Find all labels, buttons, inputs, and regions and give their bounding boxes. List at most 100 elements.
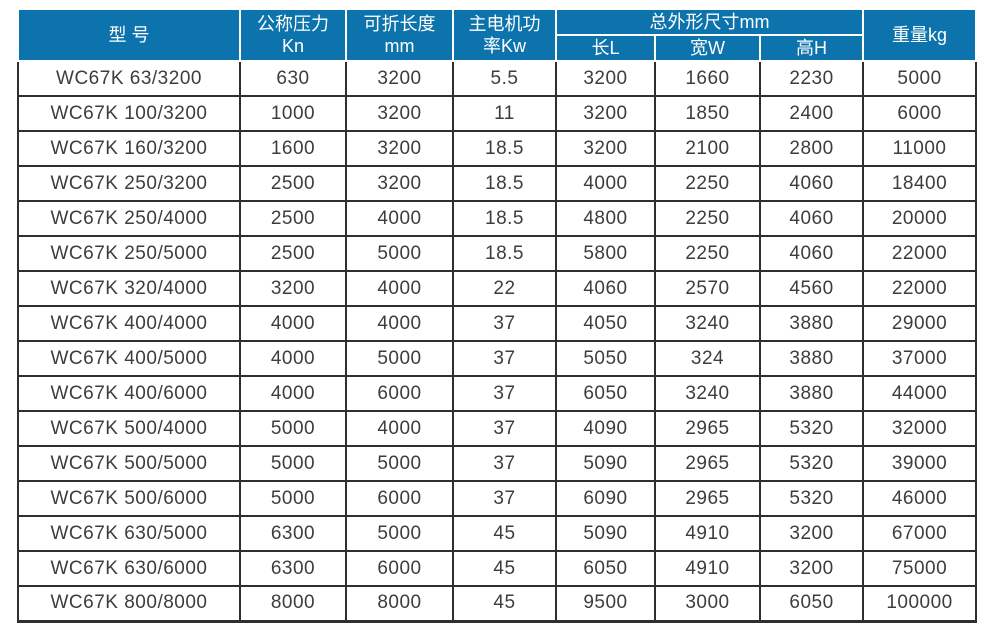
cell-pressure: 6300 xyxy=(239,550,347,587)
cell-weight: 100000 xyxy=(862,585,978,623)
cell-dim-width: 1850 xyxy=(654,95,761,132)
table-row: WC67K 500/5000 5000 5000 37 5090 2965 53… xyxy=(17,445,978,482)
cell-motor-power: 37 xyxy=(452,410,557,447)
cell-dim-length: 4050 xyxy=(555,305,656,342)
table-body: WC67K 63/3200 630 3200 5.5 3200 1660 223… xyxy=(17,60,978,623)
cell-motor-power: 11 xyxy=(452,95,557,132)
cell-motor-power: 18.5 xyxy=(452,130,557,167)
table-row: WC67K 160/3200 1600 3200 18.5 3200 2100 … xyxy=(17,130,978,167)
cell-fold-length: 5000 xyxy=(345,235,454,272)
table-row: WC67K 630/6000 6300 6000 45 6050 4910 32… xyxy=(17,550,978,587)
cell-dim-height: 4060 xyxy=(758,165,865,202)
cell-pressure: 630 xyxy=(239,60,347,97)
cell-weight: 18400 xyxy=(862,165,978,202)
cell-model: WC67K 320/4000 xyxy=(17,270,241,307)
header-weight: 重量kg xyxy=(862,8,978,62)
header-model: 型 号 xyxy=(17,8,241,62)
cell-model: WC67K 400/5000 xyxy=(17,340,241,377)
cell-dim-length: 6090 xyxy=(555,480,656,517)
header-model-label: 型 号 xyxy=(108,24,150,45)
table-row: WC67K 320/4000 3200 4000 22 4060 2570 45… xyxy=(17,270,978,307)
cell-dim-width: 2965 xyxy=(654,445,761,482)
cell-motor-power: 45 xyxy=(452,515,557,552)
cell-dim-length: 5090 xyxy=(555,445,656,482)
cell-dim-width: 2250 xyxy=(654,165,761,202)
table-row: WC67K 63/3200 630 3200 5.5 3200 1660 223… xyxy=(17,60,978,97)
cell-weight: 20000 xyxy=(862,200,978,237)
cell-dim-height: 3880 xyxy=(758,375,865,412)
cell-pressure: 4000 xyxy=(239,305,347,342)
cell-motor-power: 37 xyxy=(452,340,557,377)
cell-fold-length: 3200 xyxy=(345,60,454,97)
cell-model: WC67K 250/5000 xyxy=(17,235,241,272)
cell-weight: 11000 xyxy=(862,130,978,167)
cell-model: WC67K 100/3200 xyxy=(17,95,241,132)
cell-dim-width: 2965 xyxy=(654,410,761,447)
cell-pressure: 4000 xyxy=(239,375,347,412)
cell-motor-power: 18.5 xyxy=(452,165,557,202)
cell-model: WC67K 630/6000 xyxy=(17,550,241,587)
cell-motor-power: 18.5 xyxy=(452,200,557,237)
cell-fold-length: 4000 xyxy=(345,200,454,237)
cell-motor-power: 18.5 xyxy=(452,235,557,272)
cell-pressure: 1000 xyxy=(239,95,347,132)
cell-pressure: 4000 xyxy=(239,340,347,377)
cell-model: WC67K 160/3200 xyxy=(17,130,241,167)
cell-pressure: 6300 xyxy=(239,515,347,552)
cell-dim-length: 5050 xyxy=(555,340,656,377)
cell-weight: 75000 xyxy=(862,550,978,587)
cell-weight: 44000 xyxy=(862,375,978,412)
cell-pressure: 2500 xyxy=(239,165,347,202)
spec-table: 型 号 公称压力 Kn 可折长度 mm 主电机功 率Kw 总外形尺寸mm xyxy=(17,8,978,623)
cell-dim-height: 4560 xyxy=(758,270,865,307)
cell-model: WC67K 500/4000 xyxy=(17,410,241,447)
cell-dim-length: 5800 xyxy=(555,235,656,272)
header-dim-length: 长L xyxy=(555,34,656,62)
header-dim-width: 宽W xyxy=(654,34,761,62)
cell-fold-length: 6000 xyxy=(345,550,454,587)
cell-motor-power: 37 xyxy=(452,445,557,482)
cell-dim-height: 4060 xyxy=(758,235,865,272)
header-fold-length: 可折长度 mm xyxy=(345,8,454,62)
cell-fold-length: 8000 xyxy=(345,585,454,623)
cell-dim-length: 9500 xyxy=(555,585,656,623)
cell-dim-height: 3200 xyxy=(758,515,865,552)
cell-pressure: 2500 xyxy=(239,200,347,237)
cell-pressure: 8000 xyxy=(239,585,347,623)
cell-dim-length: 5090 xyxy=(555,515,656,552)
cell-dim-height: 5320 xyxy=(758,445,865,482)
cell-dim-length: 4090 xyxy=(555,410,656,447)
cell-motor-power: 45 xyxy=(452,550,557,587)
cell-fold-length: 5000 xyxy=(345,445,454,482)
cell-dim-length: 6050 xyxy=(555,375,656,412)
table-row: WC67K 630/5000 6300 5000 45 5090 4910 32… xyxy=(17,515,978,552)
header-motor-power: 主电机功 率Kw xyxy=(452,8,557,62)
cell-motor-power: 45 xyxy=(452,585,557,623)
cell-dim-width: 3000 xyxy=(654,585,761,623)
cell-model: WC67K 400/6000 xyxy=(17,375,241,412)
table-header: 型 号 公称压力 Kn 可折长度 mm 主电机功 率Kw 总外形尺寸mm xyxy=(17,8,978,62)
cell-pressure: 2500 xyxy=(239,235,347,272)
cell-dim-length: 4800 xyxy=(555,200,656,237)
cell-dim-height: 2230 xyxy=(758,60,865,97)
cell-dim-length: 6050 xyxy=(555,550,656,587)
cell-dim-height: 2800 xyxy=(758,130,865,167)
cell-dim-width: 324 xyxy=(654,340,761,377)
cell-fold-length: 6000 xyxy=(345,480,454,517)
table-row: WC67K 400/6000 4000 6000 37 6050 3240 38… xyxy=(17,375,978,412)
cell-dim-width: 3240 xyxy=(654,375,761,412)
cell-model: WC67K 400/4000 xyxy=(17,305,241,342)
header-dim-height: 高H xyxy=(758,34,865,62)
cell-weight: 29000 xyxy=(862,305,978,342)
cell-fold-length: 3200 xyxy=(345,130,454,167)
cell-dim-height: 5320 xyxy=(758,410,865,447)
cell-dim-width: 1660 xyxy=(654,60,761,97)
cell-pressure: 1600 xyxy=(239,130,347,167)
table-row: WC67K 800/8000 8000 8000 45 9500 3000 60… xyxy=(17,585,978,623)
cell-pressure: 5000 xyxy=(239,445,347,482)
cell-dim-length: 3200 xyxy=(555,95,656,132)
cell-dim-height: 3880 xyxy=(758,305,865,342)
cell-model: WC67K 63/3200 xyxy=(17,60,241,97)
table-row: WC67K 400/5000 4000 5000 37 5050 324 388… xyxy=(17,340,978,377)
